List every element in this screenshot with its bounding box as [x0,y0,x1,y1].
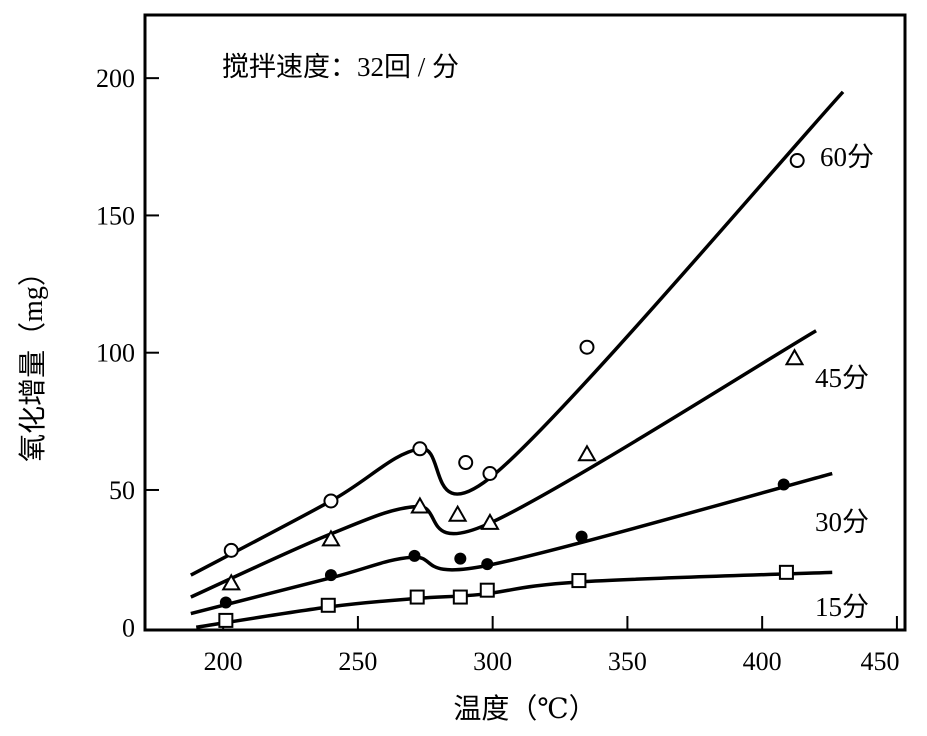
data-point-square [452,589,468,605]
plot-frame [143,13,907,632]
x-tick-label: 300 [473,647,512,676]
data-point-square [479,582,495,598]
x-tick-label: 400 [743,647,782,676]
series-label: 60分 [820,142,874,172]
series-60分: 60分 [189,90,874,577]
data-point-square [218,612,234,628]
series-45分: 45分 [190,329,869,599]
fit-line [190,329,817,599]
y-axis-label: 氧化增量（mg） [17,258,49,462]
data-point-circle [323,493,339,509]
y-tick-label: 100 [96,339,135,368]
data-point-square [778,564,794,580]
y-tick-label: 200 [96,64,135,93]
series-15分: 15分 [195,564,869,629]
x-axis-label: 温度（℃） [453,693,596,725]
data-point-dot [454,552,467,565]
data-point-triangle [577,444,597,462]
fit-line [195,570,833,629]
data-point-circle [412,441,428,457]
data-point-dot [219,596,232,609]
data-point-circle [789,153,805,169]
series-30分: 30分 [190,471,869,616]
data-point-dot [481,558,494,571]
data-point-circle [579,339,595,355]
x-tick-label: 250 [338,647,377,676]
data-point-circle [482,466,498,482]
data-point-dot [575,530,588,543]
data-point-dot [324,569,337,582]
x-tick-label: 350 [608,647,647,676]
y-tick-label: 150 [96,201,135,230]
data-point-triangle [321,529,341,547]
fit-line [189,90,845,577]
y-tick-label: 0 [122,613,135,642]
data-point-dot [777,478,790,491]
series-label: 45分 [815,363,869,393]
y-tick-label: 50 [109,476,135,505]
data-point-circle [458,455,474,471]
data-point-square [320,597,336,613]
series-label: 30分 [815,507,869,537]
annotation: 搅拌速度：32回 / 分 [222,52,459,82]
data-point-triangle [447,504,468,522]
x-tick-label: 450 [861,647,900,676]
data-point-triangle [221,573,241,591]
data-point-square [409,589,425,605]
data-point-triangle [480,512,500,530]
x-tick-label: 200 [204,647,243,676]
fit-line [190,471,833,616]
data-point-triangle [784,348,805,366]
series-label: 15分 [815,592,869,622]
data-point-square [571,573,587,589]
data-point-triangle [410,496,430,514]
data-point-dot [408,549,421,562]
data-point-circle [223,542,239,558]
